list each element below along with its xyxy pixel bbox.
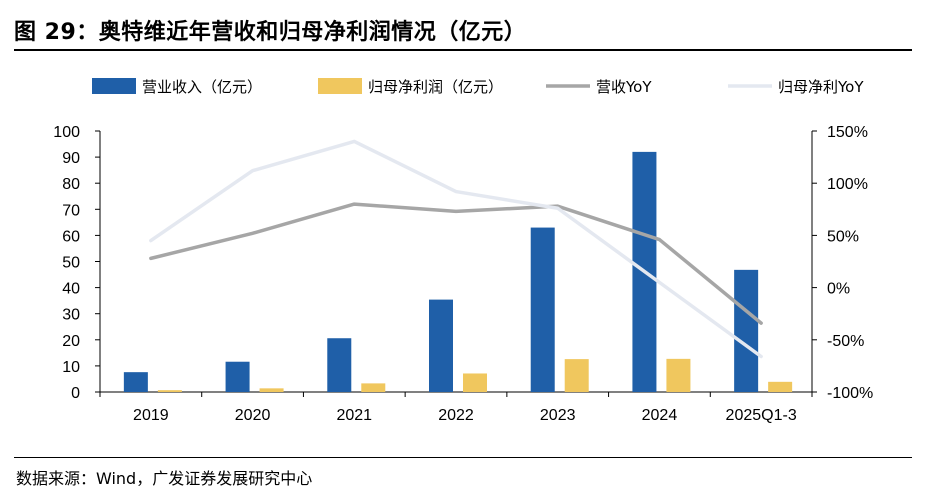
left-tick-label: 60 bbox=[62, 228, 80, 245]
legend-label: 归母净利YoY bbox=[778, 78, 864, 96]
axes: 0 10 20 30 40 50 60 70 80 90 100 -100% -50% 0% 50% 100%… bbox=[53, 124, 873, 424]
net-profit-bar bbox=[361, 383, 386, 392]
revenue-yoy-line bbox=[149, 202, 763, 325]
net-profit-bar bbox=[157, 390, 182, 392]
x-tick-label: 2020 bbox=[235, 407, 271, 424]
left-tick-label: 100 bbox=[53, 124, 80, 141]
left-tick-label: 50 bbox=[62, 255, 80, 272]
legend-swatch bbox=[318, 78, 362, 94]
right-tick-label: 150% bbox=[827, 124, 868, 141]
source-divider bbox=[14, 457, 912, 458]
legend: 营业收入（亿元） 归母净利润（亿元） 营收YoY 归母净利YoY bbox=[92, 78, 864, 96]
x-tick-label: 2019 bbox=[133, 407, 169, 424]
figure-title: 图 29：奥特维近年营收和归母净利润情况（亿元） bbox=[14, 20, 527, 45]
legend-label: 营收YoY bbox=[596, 78, 652, 96]
right-tick-label: 50% bbox=[827, 228, 859, 245]
lines bbox=[149, 139, 763, 359]
revenue-bar bbox=[530, 227, 555, 392]
revenue-bar bbox=[734, 269, 759, 392]
net-profit-bar bbox=[259, 388, 284, 392]
right-tick-label: -100% bbox=[827, 385, 873, 402]
x-tick-label: 2023 bbox=[540, 407, 576, 424]
legend-label: 归母净利润（亿元） bbox=[368, 78, 503, 96]
revenue-bar bbox=[225, 361, 250, 392]
bars bbox=[123, 151, 793, 392]
revenue-bar bbox=[123, 372, 148, 392]
x-tick-label: 2025Q1-3 bbox=[726, 407, 797, 424]
legend-swatch bbox=[92, 78, 136, 94]
left-tick-label: 10 bbox=[62, 359, 80, 376]
revenue-bar bbox=[327, 338, 352, 392]
left-tick-label: 40 bbox=[62, 281, 80, 298]
left-tick-label: 30 bbox=[62, 307, 80, 324]
source-note: 数据来源：Wind，广发证券发展研究中心 bbox=[16, 469, 313, 488]
legend-label: 营业收入（亿元） bbox=[142, 78, 262, 96]
x-tick-label: 2021 bbox=[336, 407, 372, 424]
net-profit-bar bbox=[666, 358, 691, 392]
right-tick-label: 100% bbox=[827, 176, 868, 193]
left-tick-label: 70 bbox=[62, 202, 80, 219]
right-tick-label: -50% bbox=[827, 333, 864, 350]
left-tick-label: 0 bbox=[71, 385, 80, 402]
right-tick-label: 0% bbox=[827, 281, 850, 298]
left-tick-label: 90 bbox=[62, 150, 80, 167]
left-tick-label: 20 bbox=[62, 333, 80, 350]
title-divider bbox=[14, 49, 912, 51]
x-tick-label: 2024 bbox=[642, 407, 678, 424]
net-profit-yoy-line bbox=[149, 139, 763, 359]
net-profit-bar bbox=[463, 373, 487, 392]
net-profit-bar bbox=[564, 359, 589, 392]
left-tick-label: 80 bbox=[62, 176, 80, 193]
net-profit-bar bbox=[768, 381, 793, 392]
x-tick-label: 2022 bbox=[438, 407, 474, 424]
revenue-bar bbox=[429, 299, 453, 392]
